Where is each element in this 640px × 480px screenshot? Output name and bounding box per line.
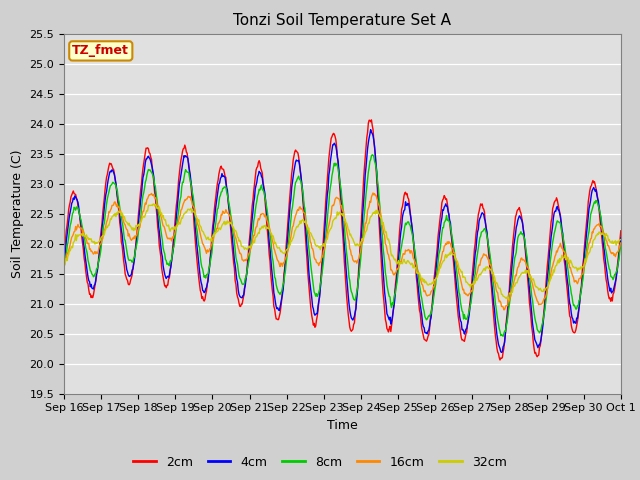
Line: 2cm: 2cm — [64, 120, 621, 360]
8cm — [617, 242, 625, 248]
4cm — [127, 272, 135, 277]
16cm — [184, 194, 192, 200]
32cm — [428, 281, 435, 287]
32cm — [150, 201, 157, 207]
4cm — [60, 259, 68, 265]
4cm — [214, 193, 221, 199]
Legend: 2cm, 4cm, 8cm, 16cm, 32cm: 2cm, 4cm, 8cm, 16cm, 32cm — [128, 451, 512, 474]
16cm — [70, 229, 78, 235]
Y-axis label: Soil Temperature (C): Soil Temperature (C) — [11, 149, 24, 278]
4cm — [428, 315, 435, 321]
16cm — [500, 307, 508, 312]
8cm — [184, 169, 192, 175]
2cm — [127, 275, 135, 281]
2cm — [70, 191, 78, 196]
32cm — [617, 237, 625, 242]
8cm — [428, 311, 435, 317]
16cm — [60, 264, 68, 270]
32cm — [70, 239, 78, 245]
Title: Tonzi Soil Temperature Set A: Tonzi Soil Temperature Set A — [234, 13, 451, 28]
32cm — [505, 297, 513, 303]
2cm — [184, 157, 192, 163]
2cm — [496, 357, 504, 363]
16cm — [214, 226, 221, 231]
2cm — [60, 252, 68, 257]
Text: TZ_fmet: TZ_fmet — [72, 44, 129, 58]
8cm — [127, 258, 135, 264]
X-axis label: Time: Time — [327, 419, 358, 432]
16cm — [617, 240, 625, 246]
Line: 32cm: 32cm — [64, 204, 621, 300]
4cm — [411, 251, 419, 256]
2cm — [214, 181, 221, 187]
2cm — [367, 117, 375, 123]
32cm — [214, 228, 222, 234]
8cm — [369, 152, 376, 157]
2cm — [428, 310, 435, 315]
8cm — [499, 334, 507, 339]
8cm — [214, 206, 221, 212]
4cm — [184, 156, 192, 161]
4cm — [70, 197, 78, 203]
4cm — [367, 127, 374, 132]
32cm — [60, 263, 68, 268]
4cm — [498, 349, 506, 355]
2cm — [617, 228, 625, 234]
16cm — [127, 238, 135, 243]
16cm — [369, 190, 377, 196]
Line: 16cm: 16cm — [64, 193, 621, 310]
2cm — [411, 255, 419, 261]
16cm — [411, 259, 419, 264]
32cm — [411, 264, 419, 270]
4cm — [617, 235, 625, 241]
32cm — [185, 206, 193, 212]
Line: 8cm: 8cm — [64, 155, 621, 336]
16cm — [428, 288, 435, 294]
32cm — [127, 225, 135, 231]
8cm — [60, 265, 68, 271]
Line: 4cm: 4cm — [64, 130, 621, 352]
8cm — [70, 204, 78, 210]
8cm — [411, 248, 419, 254]
